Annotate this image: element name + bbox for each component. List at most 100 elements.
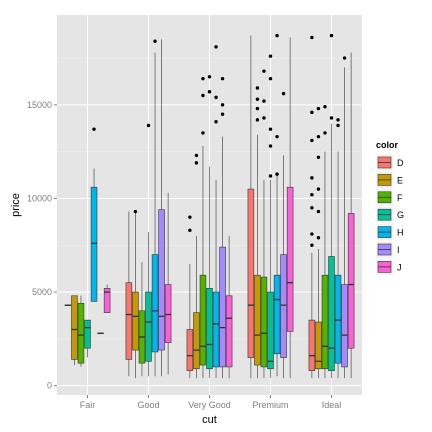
y-axis-ticks: 0 5000 10000 15000 xyxy=(27,100,57,391)
outlier-point xyxy=(336,118,340,122)
outlier-point xyxy=(188,228,192,232)
box-E-2 xyxy=(193,153,200,379)
outlier-point xyxy=(201,131,205,135)
legend-label: H xyxy=(397,228,404,238)
box-body xyxy=(267,291,274,370)
outlier-point xyxy=(194,153,199,158)
outlier-point xyxy=(323,131,327,135)
box-H-4 xyxy=(334,118,342,379)
outlier-point xyxy=(220,76,225,81)
box-body xyxy=(308,319,316,371)
outlier-point xyxy=(220,103,225,107)
outlier-point xyxy=(310,243,314,247)
box-body xyxy=(103,288,111,313)
box-F-4 xyxy=(321,105,329,379)
box-body xyxy=(321,274,329,370)
legend-item-I: I xyxy=(375,240,400,259)
box-D-3 xyxy=(247,35,255,379)
box-body xyxy=(347,213,355,349)
x-axis-title: cut xyxy=(202,414,217,426)
outlier-point xyxy=(188,215,192,219)
box-body xyxy=(71,295,78,360)
box-G-0 xyxy=(84,319,91,358)
box-body xyxy=(186,329,194,371)
outlier-point xyxy=(275,33,279,38)
legend-item-D: D xyxy=(375,153,404,172)
box-E-3 xyxy=(254,86,261,379)
box-F-3 xyxy=(260,69,268,379)
box-F-2 xyxy=(199,76,207,379)
legend-item-G: G xyxy=(375,205,404,224)
box-body xyxy=(151,254,159,353)
box-F-1 xyxy=(138,262,146,377)
outlier-point xyxy=(316,209,321,214)
box-body xyxy=(193,312,200,370)
outlier-point xyxy=(214,45,218,49)
box-body xyxy=(125,282,133,360)
outlier-point xyxy=(316,236,321,240)
box-G-4 xyxy=(328,33,335,379)
outlier-point xyxy=(275,134,279,139)
legend-item-F: F xyxy=(375,188,403,207)
legend-item-J: J xyxy=(375,258,402,276)
box-I-2 xyxy=(219,76,226,379)
legend-title: color xyxy=(376,140,399,150)
outlier-point xyxy=(275,172,279,176)
box-body xyxy=(84,319,91,349)
x-tick-label: Premium xyxy=(252,400,288,410)
x-tick-label: Ideal xyxy=(322,400,342,410)
box-body xyxy=(341,284,348,368)
outlier-point xyxy=(201,93,205,98)
y-tick-label: 10000 xyxy=(27,193,52,203)
outlier-point xyxy=(316,106,321,111)
outlier-point xyxy=(310,110,314,115)
box-G-3 xyxy=(267,54,274,379)
box-G-2 xyxy=(206,75,213,379)
box-D-1 xyxy=(125,211,133,377)
box-body xyxy=(254,274,261,366)
outlier-point xyxy=(268,144,273,148)
box-J-3 xyxy=(286,37,294,379)
box-body xyxy=(206,288,213,370)
outlier-point xyxy=(133,209,138,214)
box-body xyxy=(199,274,207,366)
outlier-point xyxy=(310,138,314,143)
outlier-point xyxy=(268,174,273,178)
box-body xyxy=(280,254,287,358)
outlier-point xyxy=(316,134,321,139)
outlier-point xyxy=(329,116,334,120)
legend-label: J xyxy=(397,262,402,272)
box-J-0 xyxy=(103,284,111,313)
outlier-point xyxy=(214,119,218,124)
x-tick-label: Good xyxy=(137,400,159,410)
outlier-point xyxy=(255,97,260,101)
outlier-point xyxy=(310,206,314,210)
box-body xyxy=(315,321,322,370)
box-I-0 xyxy=(97,332,104,335)
outlier-point xyxy=(329,33,334,38)
outlier-point xyxy=(153,39,157,43)
y-tick-label: 5000 xyxy=(32,287,52,297)
outlier-point xyxy=(310,35,314,40)
outlier-point xyxy=(207,75,212,79)
outlier-point xyxy=(255,106,260,111)
box-body xyxy=(260,276,268,368)
legend-label: D xyxy=(397,158,404,168)
outlier-point xyxy=(262,99,266,103)
box-body xyxy=(77,302,85,364)
box-J-2 xyxy=(225,235,233,379)
outlier-point xyxy=(310,176,314,180)
box-body xyxy=(158,209,165,351)
outlier-point xyxy=(194,161,199,165)
box-body xyxy=(334,274,342,364)
outlier-point xyxy=(255,118,260,122)
outlier-point xyxy=(268,76,273,81)
legend-label: F xyxy=(397,193,403,203)
box-I-1 xyxy=(158,39,165,377)
box-D-4 xyxy=(308,35,316,379)
y-axis-title: price xyxy=(10,193,22,217)
box-E-0 xyxy=(71,295,78,366)
outlier-point xyxy=(268,127,273,131)
